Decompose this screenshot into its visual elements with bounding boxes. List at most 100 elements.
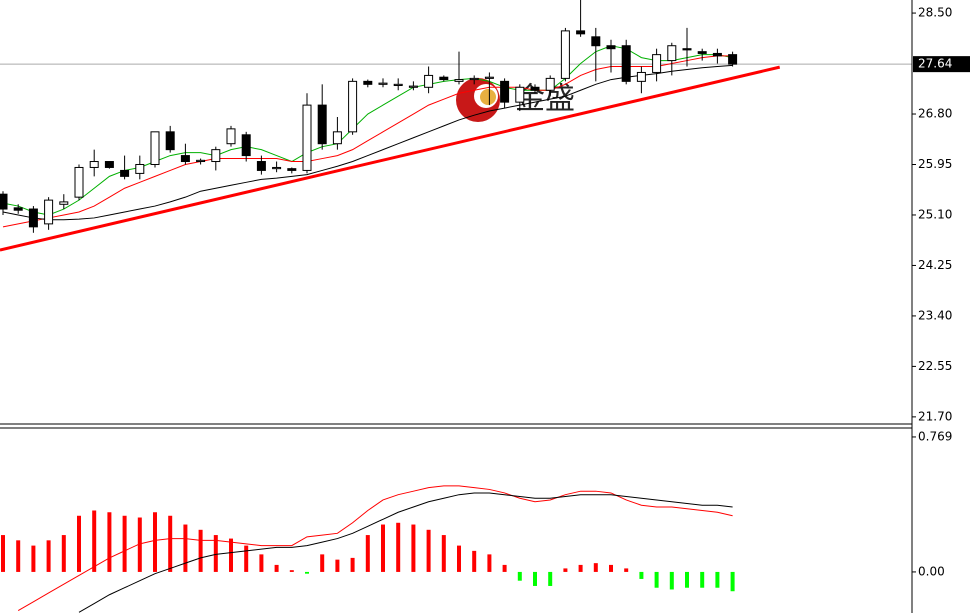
histogram-bar	[31, 545, 36, 572]
histogram-bar	[715, 571, 720, 588]
histogram-bar	[92, 510, 97, 572]
histogram-bar	[487, 554, 492, 572]
line-series	[2, 64, 733, 221]
histogram-bar	[305, 571, 309, 574]
candle-body	[104, 161, 114, 168]
histogram-bar	[46, 540, 51, 572]
candle-body	[332, 131, 342, 145]
candle-body	[591, 36, 601, 47]
histogram-bar	[669, 571, 674, 590]
histogram-bar	[122, 515, 127, 572]
candle-body	[44, 199, 54, 225]
histogram-bar	[441, 535, 446, 572]
y-tick-label: 21.70	[918, 409, 952, 423]
histogram-bar	[457, 545, 461, 572]
candle-body	[363, 80, 373, 85]
histogram-bar	[730, 571, 735, 592]
y-tick-label: 25.95	[918, 157, 952, 171]
y-tick-label: 0.769	[918, 429, 952, 443]
candle-body	[28, 208, 38, 228]
y-tick-label: 23.40	[918, 308, 952, 322]
histogram-bar	[381, 524, 385, 572]
candle-body	[424, 74, 434, 88]
macd-panel	[1, 485, 735, 613]
candle-body	[469, 77, 479, 81]
histogram-bar	[548, 571, 553, 586]
histogram-bar	[533, 571, 537, 586]
candle-body	[682, 48, 692, 51]
candle-body	[530, 86, 540, 91]
histogram-bar	[411, 524, 416, 572]
candle-body	[484, 76, 494, 79]
histogram-bar	[593, 563, 598, 572]
candle-body	[74, 166, 84, 198]
candle-body	[408, 85, 418, 88]
histogram-bar	[365, 535, 370, 572]
candle-body	[439, 76, 449, 81]
candle-body	[120, 169, 130, 177]
candle-body	[272, 166, 282, 170]
y-tick-label: 25.10	[918, 207, 952, 221]
histogram-bar	[259, 554, 264, 572]
candle-body	[13, 207, 23, 211]
candle-body	[606, 45, 616, 50]
candle-body	[241, 134, 251, 157]
histogram-bar	[137, 517, 142, 572]
candle-body	[712, 52, 722, 57]
y-tick-label: 0.00	[918, 564, 945, 578]
last-price-box	[913, 56, 970, 73]
watermark: 金盛	[515, 82, 575, 117]
line-series	[78, 492, 733, 613]
histogram-bar	[502, 564, 507, 572]
candle-body	[728, 54, 738, 65]
histogram-bar	[107, 512, 112, 572]
histogram-bar	[517, 571, 522, 581]
histogram-bar	[168, 515, 173, 572]
candle-body	[211, 149, 221, 163]
y-tick-label: 22.55	[918, 359, 952, 373]
candle-body	[135, 163, 145, 174]
histogram-bar	[153, 512, 157, 572]
histogram-bar	[274, 564, 279, 572]
price-panel: 金盛	[0, 0, 912, 252]
histogram-bar	[183, 524, 188, 572]
histogram-bar	[639, 571, 644, 579]
candle-body	[652, 54, 662, 73]
last-price-label: 27.64	[918, 57, 952, 71]
candle-body	[226, 128, 236, 145]
candle-body	[545, 77, 555, 91]
histogram-bar	[624, 568, 629, 572]
histogram-bar	[213, 535, 218, 572]
candle-body	[165, 131, 175, 151]
trendline	[0, 65, 781, 252]
candle-body	[621, 45, 631, 82]
candle-body	[302, 104, 312, 171]
candle-body	[317, 104, 327, 145]
histogram-bar	[426, 529, 431, 572]
histogram-bar	[685, 571, 689, 588]
candle-body	[0, 193, 8, 210]
histogram-bar	[289, 570, 294, 572]
histogram-bar	[563, 568, 568, 572]
candle-body	[196, 159, 206, 163]
histogram-bar	[609, 564, 613, 572]
histogram-bar	[396, 522, 401, 572]
histogram-bar	[654, 571, 659, 588]
candle-body	[500, 80, 510, 103]
candle-body	[560, 30, 570, 79]
candle-body	[454, 79, 464, 82]
candle-body	[150, 131, 160, 165]
candle-body	[59, 201, 69, 205]
histogram-bar	[578, 564, 583, 572]
histogram-bar	[77, 515, 81, 572]
histogram-bar	[198, 529, 203, 572]
candle-body	[256, 161, 266, 171]
candle-body	[393, 83, 403, 87]
y-tick-label: 24.25	[918, 258, 952, 272]
histogram-bar	[320, 554, 325, 572]
histogram-bar	[244, 545, 249, 572]
candle-body	[89, 161, 99, 168]
candle-body	[378, 82, 388, 85]
histogram-bar	[16, 540, 21, 572]
